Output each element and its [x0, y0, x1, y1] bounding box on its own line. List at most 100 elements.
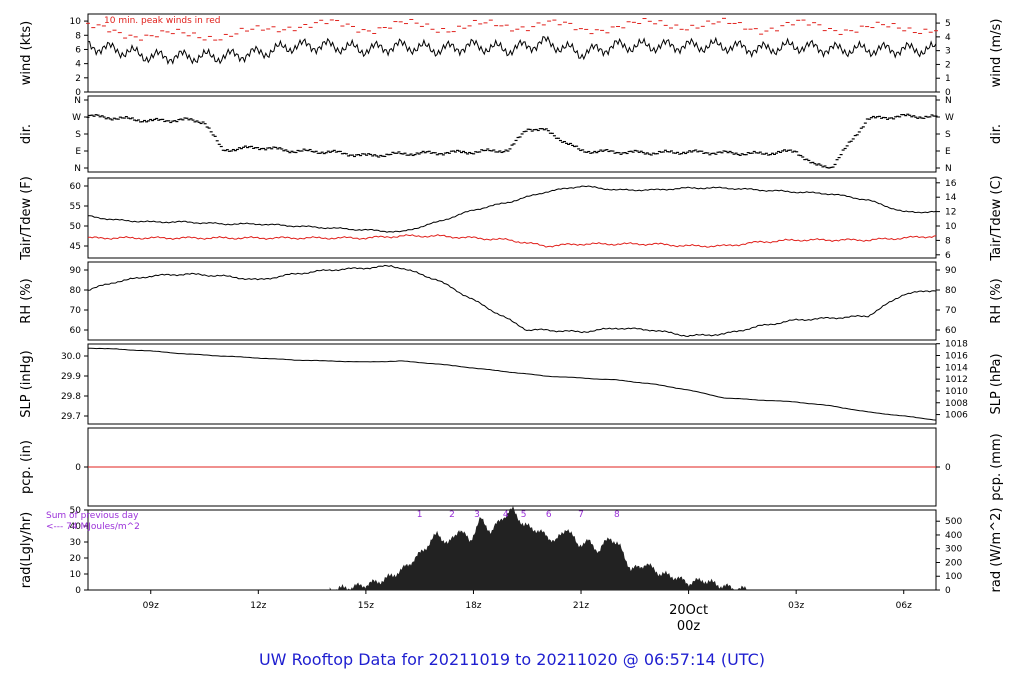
radiation-note-1: Sum of previous day: [46, 511, 139, 521]
panel-temp: [84, 177, 940, 259]
ylabel-right-rh: RH (%): [989, 278, 1004, 323]
panel-frame: [87, 177, 937, 259]
tick-label-left-wind: 8: [75, 31, 81, 41]
panel-dir: [84, 95, 940, 173]
ylabel-left-pcp: pcp. (in): [19, 440, 34, 494]
tick-label-right-temp: 6: [945, 251, 951, 261]
tick-label-left-dir: W: [72, 113, 81, 123]
tick-label-left-rad: 0: [75, 586, 81, 596]
tick-label-left-temp: 45: [70, 242, 81, 252]
panel-frame: [87, 13, 937, 93]
time-tick-label: 12z: [250, 601, 266, 611]
chart-title: UW Rooftop Data for 20211019 to 20211020…: [258, 650, 766, 669]
tick-label-right-slp: 1016: [945, 352, 968, 362]
wind-annotation: 10 min. peak winds in red: [104, 16, 221, 26]
ylabel-right-temp: Tair/Tdew (C): [989, 175, 1004, 261]
tick-label-left-slp: 29.7: [61, 412, 81, 422]
tick-label-right-temp: 14: [945, 193, 957, 203]
tick-label-left-rad: 10: [70, 570, 82, 580]
panel-slp: [84, 343, 940, 425]
ylabel-right-pcp: pcp. (mm): [989, 433, 1004, 500]
series-slp: [87, 347, 937, 421]
tick-label-left-pcp: 0: [75, 463, 81, 473]
tick-label-right-wind: 4: [945, 33, 951, 43]
tick-label-left-dir: N: [74, 96, 81, 106]
tick-label-left-slp: 29.8: [61, 392, 81, 402]
tick-label-left-rad: 30: [70, 538, 82, 548]
time-tick-label: 03z: [788, 601, 804, 611]
tick-label-right-rad: 100: [945, 572, 962, 582]
tick-label-right-temp: 12: [945, 208, 956, 218]
tick-label-right-temp: 10: [945, 222, 957, 232]
time-tick-label: 06z: [896, 601, 912, 611]
time-tick-label: 18z: [465, 601, 481, 611]
series-rh: [87, 264, 937, 338]
date-label: 20Oct: [669, 603, 708, 618]
ylabel-right-wind: wind (m/s): [989, 19, 1004, 88]
tick-label-left-rad: 20: [70, 554, 82, 564]
ylabel-right-slp: SLP (hPa): [989, 353, 1004, 414]
tick-label-right-pcp: 0: [945, 463, 951, 473]
tick-label-right-slp: 1012: [945, 375, 968, 385]
tick-label-right-wind: 5: [945, 19, 951, 29]
ylabel-left-wind: wind (kts): [19, 21, 34, 85]
date-sub-label: 00z: [677, 619, 701, 634]
tick-label-left-wind: 0: [75, 88, 81, 98]
tick-label-left-slp: 30.0: [61, 352, 81, 362]
tick-label-right-wind: 0: [945, 88, 951, 98]
ylabel-left-rh: RH (%): [19, 278, 34, 323]
tick-label-right-slp: 1018: [945, 340, 968, 350]
tick-label-right-rad: 500: [945, 517, 962, 527]
ylabel-left-rad: rad(Lgly/hr): [19, 512, 34, 588]
tick-label-left-rad: 50: [70, 506, 82, 516]
ylabel-left-slp: SLP (inHg): [19, 350, 34, 418]
panel-rad: [84, 505, 940, 591]
tick-label-right-dir: N: [945, 164, 952, 174]
tick-label-left-wind: 10: [70, 17, 82, 27]
radiation-note-2: <--- 74 MJoules/m^2: [46, 522, 140, 532]
tick-label-right-slp: 1008: [945, 399, 968, 409]
tick-label-right-rad: 300: [945, 545, 962, 555]
tick-label-left-rh: 60: [70, 326, 82, 336]
tick-label-left-rh: 90: [70, 266, 82, 276]
ylabel-right-dir: dir.: [989, 124, 1004, 144]
tick-label-left-rad: 40: [70, 522, 82, 532]
tick-label-left-temp: 55: [70, 202, 81, 212]
tick-label-left-wind: 6: [75, 45, 81, 55]
radiation-marker: 2: [449, 510, 455, 520]
radiation-marker: 6: [546, 510, 552, 520]
radiation-marker: 4: [503, 510, 509, 520]
panel-pcp: [84, 427, 940, 507]
tick-label-right-rh: 60: [945, 326, 957, 336]
ylabel-right-rad: rad (W/m^2): [989, 508, 1004, 593]
radiation-marker: 5: [521, 510, 527, 520]
tick-label-left-dir: N: [74, 164, 81, 174]
tick-label-right-dir: E: [945, 147, 951, 157]
series-wind-speed: [87, 35, 937, 66]
series-dew-point: [87, 234, 937, 248]
tick-label-right-temp: 16: [945, 179, 957, 189]
tick-label-right-slp: 1010: [945, 387, 968, 397]
series-radiation: [329, 505, 747, 591]
tick-label-right-wind: 1: [945, 74, 951, 84]
tick-label-right-dir: W: [945, 113, 954, 123]
tick-label-right-slp: 1006: [945, 411, 968, 421]
tick-label-left-temp: 60: [70, 182, 82, 192]
time-tick-label: 15z: [358, 601, 374, 611]
radiation-marker: 3: [474, 510, 480, 520]
tick-label-right-rh: 80: [945, 286, 957, 296]
series-wind-peak: [86, 17, 938, 41]
tick-label-right-temp: 8: [945, 236, 951, 246]
panel-wind: [84, 13, 940, 93]
tick-label-left-dir: S: [75, 130, 81, 140]
tick-label-left-rh: 70: [70, 306, 82, 316]
series-wind-direction: [86, 113, 938, 169]
tick-label-left-rh: 80: [70, 286, 82, 296]
tick-label-right-dir: N: [945, 96, 952, 106]
panel-frame: [87, 343, 937, 425]
ylabel-left-dir: dir.: [19, 124, 34, 144]
tick-label-right-rad: 400: [945, 531, 962, 541]
radiation-marker: 8: [614, 510, 620, 520]
tick-label-right-wind: 2: [945, 60, 951, 70]
